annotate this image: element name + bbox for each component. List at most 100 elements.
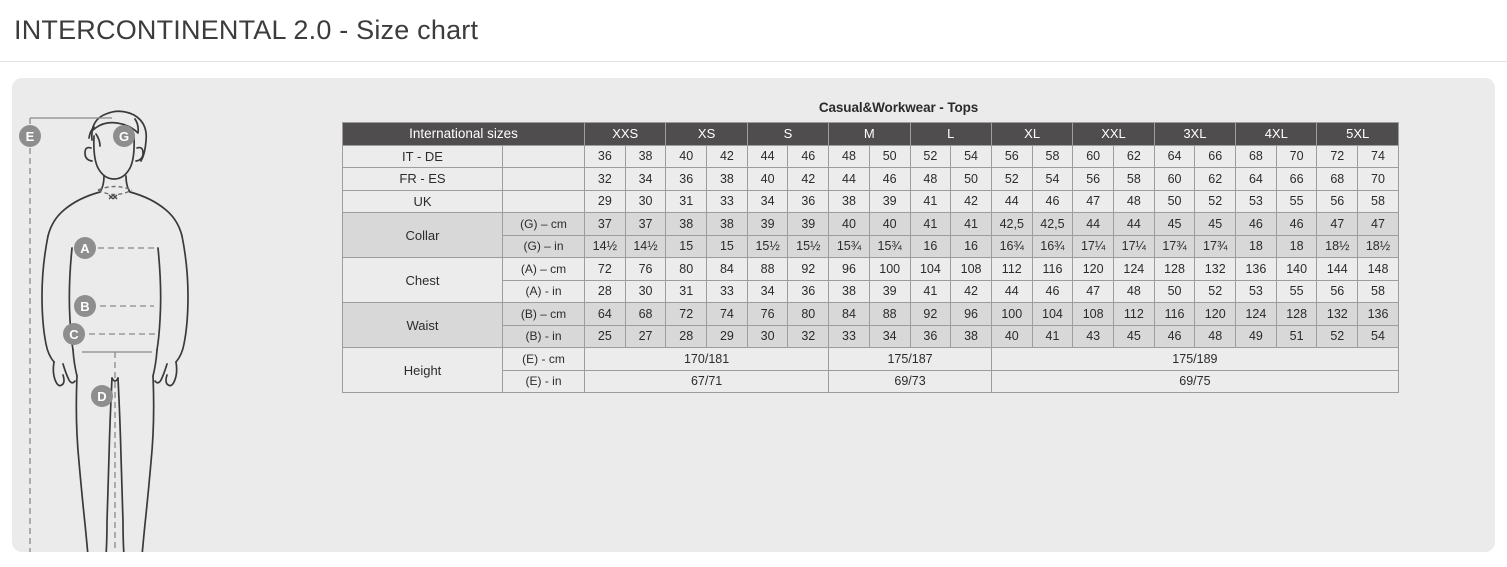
data-cell: 104 (909, 257, 952, 281)
table-row: Chest (A) – cm 72 76 80 84 88 92 96 100 104 108 112 1… (342, 257, 1399, 303)
data-cell: 17¾ (1194, 234, 1237, 258)
row-label-it-de: IT - DE (342, 144, 503, 168)
data-cell: 47 (1316, 212, 1359, 236)
data-cell: 55 (1275, 189, 1318, 213)
data-cell: 37 (624, 212, 667, 236)
data-cell: 42,5 (1031, 212, 1074, 236)
data-cell: 124 (1112, 257, 1155, 281)
data-cell: 56 (1072, 167, 1114, 191)
size-group-header-xxs: XXS (583, 122, 667, 146)
data-cell: 40 (868, 212, 911, 236)
table-row: UK 29 30 31 33 34 36 38 39 41 42 44 46 47 48 50 52 53 55 56… (342, 189, 1399, 213)
data-cell: 41 (950, 212, 992, 236)
data-cell: 84 (706, 257, 748, 281)
data-cell: 42 (950, 189, 992, 213)
row-unit-a-cm: (A) – cm (502, 257, 585, 281)
data-cell: 18½ (1357, 234, 1399, 258)
height-cell: 69/75 (990, 369, 1399, 393)
data-cell: 46 (1235, 212, 1277, 236)
row-unit-g-cm: (G) – cm (502, 212, 585, 236)
collar-cross (108, 194, 118, 200)
data-cell: 16¾ (1031, 234, 1074, 258)
data-cell: 53 (1235, 279, 1277, 303)
table-row: FR - ES 32 34 36 38 40 42 44 46 48 50 52 54 56 58 60 62 6… (342, 167, 1399, 191)
data-cell: 39 (787, 212, 830, 236)
data-cell: 68 (1316, 167, 1359, 191)
data-cell: 52 (990, 167, 1033, 191)
size-chart-table: International sizes XXS XS S M L XL XXL 3XL 4XL 5… (342, 122, 1399, 393)
data-cell: 40 (665, 144, 708, 168)
data-cell: 33 (706, 189, 748, 213)
data-cell: 36 (787, 189, 830, 213)
data-cell: 74 (706, 302, 748, 326)
data-cell: 38 (665, 212, 708, 236)
data-cell: 58 (1357, 279, 1399, 303)
data-cell: 70 (1275, 144, 1318, 168)
data-cell: 17¼ (1112, 234, 1155, 258)
row-unit-b-in: (B) - in (502, 324, 585, 348)
data-cell: 15 (706, 234, 748, 258)
data-cell: 55 (1275, 279, 1318, 303)
data-cell: 46 (1275, 212, 1318, 236)
data-cell: 39 (746, 212, 789, 236)
height-cell: 67/71 (583, 369, 830, 393)
data-cell: 33 (828, 324, 870, 348)
data-cell: 51 (1275, 324, 1318, 348)
page-title: INTERCONTINENTAL 2.0 - Size chart (14, 15, 479, 45)
data-cell: 70 (1357, 167, 1399, 191)
data-cell: 14½ (584, 234, 626, 258)
data-cell: 120 (1072, 257, 1114, 281)
data-cell: 47 (1072, 279, 1114, 303)
data-cell: 49 (1235, 324, 1277, 348)
data-cell: 112 (990, 257, 1033, 281)
height-cell: 69/73 (828, 369, 992, 393)
data-cell: 48 (1194, 324, 1237, 348)
data-cell: 56 (1316, 279, 1359, 303)
size-chart-card: E G A B C D Casual&Workwear - Tops (12, 78, 1495, 552)
row-unit-a-in: (A) - in (502, 279, 585, 303)
data-cell: 29 (584, 189, 626, 213)
height-guide-E (29, 117, 112, 552)
row-label-chest: Chest (342, 257, 503, 303)
size-group-header-3xl: 3XL (1153, 122, 1237, 146)
data-cell: 27 (624, 324, 667, 348)
data-cell: 84 (828, 302, 870, 326)
size-table-area: Casual&Workwear - Tops International siz… (342, 78, 1495, 393)
data-cell: 41 (909, 189, 952, 213)
data-cell: 41 (1031, 324, 1074, 348)
data-cell: 40 (828, 212, 870, 236)
data-cell: 38 (706, 167, 748, 191)
size-group-header-l: L (909, 122, 992, 146)
collar-guide (97, 185, 133, 196)
data-cell: 32 (584, 167, 626, 191)
data-cell: 88 (868, 302, 911, 326)
data-cell: 40 (990, 324, 1033, 348)
data-cell: 80 (665, 257, 708, 281)
data-cell: 39 (868, 189, 911, 213)
height-cell: 175/189 (990, 347, 1399, 371)
inseam-guide-D (82, 351, 152, 552)
size-group-header-xl: XL (990, 122, 1074, 146)
data-cell: 44 (1112, 212, 1155, 236)
data-cell: 38 (828, 189, 870, 213)
data-cell: 52 (1316, 324, 1359, 348)
measure-guides (78, 247, 156, 335)
data-cell: 15¾ (828, 234, 870, 258)
data-cell: 15 (665, 234, 708, 258)
data-cell: 128 (1153, 257, 1196, 281)
size-group-header-m: M (828, 122, 911, 146)
data-cell: 44 (828, 167, 870, 191)
data-cell: 42 (787, 167, 830, 191)
data-cell: 116 (1153, 302, 1196, 326)
size-group-header-xxl: XXL (1072, 122, 1155, 146)
data-cell: 108 (1072, 302, 1114, 326)
table-body: IT - DE 36 38 40 42 44 46 48 50 52 54 56 58 60 62 64 66 6… (342, 144, 1399, 393)
data-cell: 15½ (746, 234, 789, 258)
svg-text:B: B (80, 299, 89, 314)
data-cell: 60 (1153, 167, 1196, 191)
data-cell: 46 (868, 167, 911, 191)
svg-text:C: C (69, 327, 79, 342)
data-cell: 52 (1194, 189, 1237, 213)
row-label-height: Height (342, 347, 503, 393)
data-cell: 64 (1235, 167, 1277, 191)
